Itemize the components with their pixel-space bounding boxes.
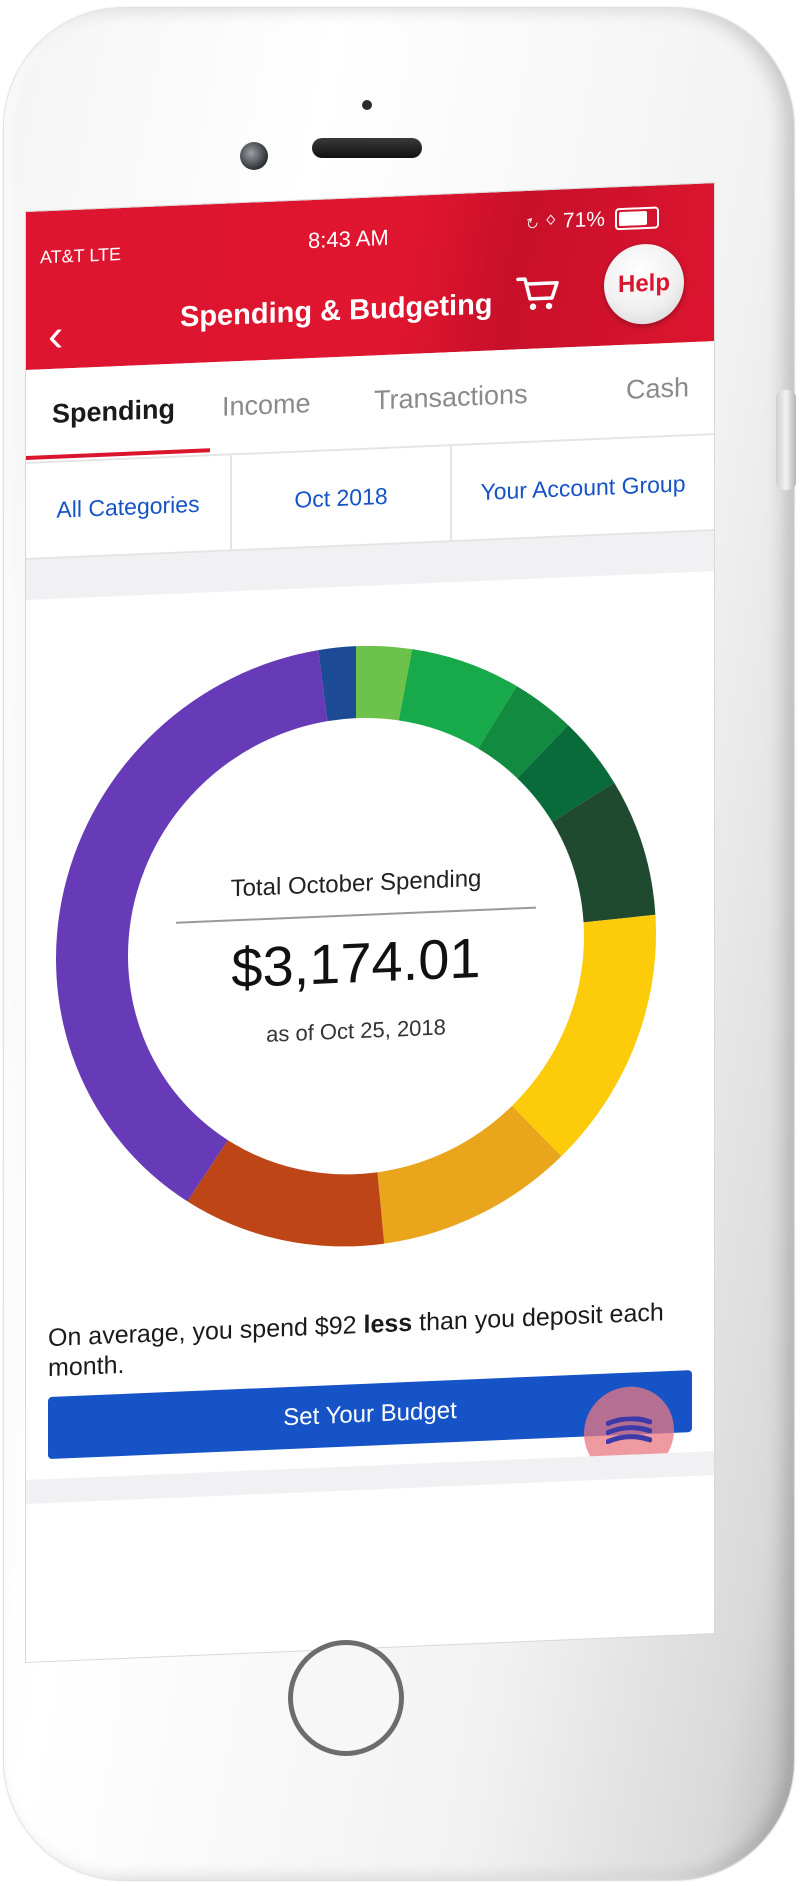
status-right: ↻ ᛜ 71% xyxy=(526,205,659,235)
chevron-left-icon[interactable]: ‹ xyxy=(48,308,64,362)
donut-slice-1[interactable] xyxy=(356,644,413,722)
screen-bottom-band xyxy=(26,1451,714,1504)
phone-camera xyxy=(240,142,268,170)
donut-slice-7[interactable] xyxy=(377,1104,562,1244)
category-filter[interactable]: All Categories xyxy=(26,455,232,558)
cart-icon[interactable] xyxy=(516,272,560,314)
period-filter[interactable]: Oct 2018 xyxy=(232,446,452,550)
summary-emphasis: less xyxy=(363,1308,413,1339)
tab-cash[interactable]: Cash xyxy=(626,372,690,405)
carrier-label: AT&T LTE xyxy=(40,244,122,268)
phone-home-button xyxy=(288,1640,404,1756)
donut-slice-8[interactable] xyxy=(187,1134,385,1254)
battery-percent: 71% xyxy=(562,207,605,233)
tab-income[interactable]: Income xyxy=(222,388,311,422)
assistant-fab-icon[interactable] xyxy=(584,1384,674,1479)
app-screen: AT&T LTE 8:43 AM ↻ ᛜ 71% ‹ Spending & Bu… xyxy=(26,183,714,1662)
phone-sensor xyxy=(362,100,372,110)
phone-side-button xyxy=(776,390,796,490)
donut-slice-3[interactable] xyxy=(478,684,569,780)
stripes-icon xyxy=(606,1416,652,1445)
bluetooth-icon: ᛜ xyxy=(544,209,558,234)
phone-speaker xyxy=(312,138,422,158)
page-title: Spending & Budgeting xyxy=(180,288,493,334)
donut-slice-4[interactable] xyxy=(517,723,615,823)
spending-summary: On average, you spend $92 less than you … xyxy=(48,1296,688,1383)
donut-slice-10[interactable] xyxy=(318,646,356,722)
donut-slice-5[interactable] xyxy=(552,781,656,924)
summary-text-before: On average, you spend $92 xyxy=(48,1310,364,1353)
tab-spending[interactable]: Spending xyxy=(52,393,175,429)
clock: 8:43 AM xyxy=(308,224,389,254)
tab-transactions[interactable]: Transactions xyxy=(374,378,528,416)
account-filter[interactable]: Your Account Group xyxy=(480,470,686,505)
help-button[interactable]: Help xyxy=(604,242,684,326)
battery-icon xyxy=(614,206,659,231)
donut-slice-2[interactable] xyxy=(398,645,517,752)
donut-slice-6[interactable] xyxy=(512,914,656,1159)
header-bar: AT&T LTE 8:43 AM ↻ ᛜ 71% ‹ Spending & Bu… xyxy=(26,183,714,370)
donut-slice-9[interactable] xyxy=(56,650,328,1207)
orientation-lock-icon: ↻ xyxy=(526,210,539,235)
spending-donut-chart[interactable] xyxy=(46,623,666,1269)
